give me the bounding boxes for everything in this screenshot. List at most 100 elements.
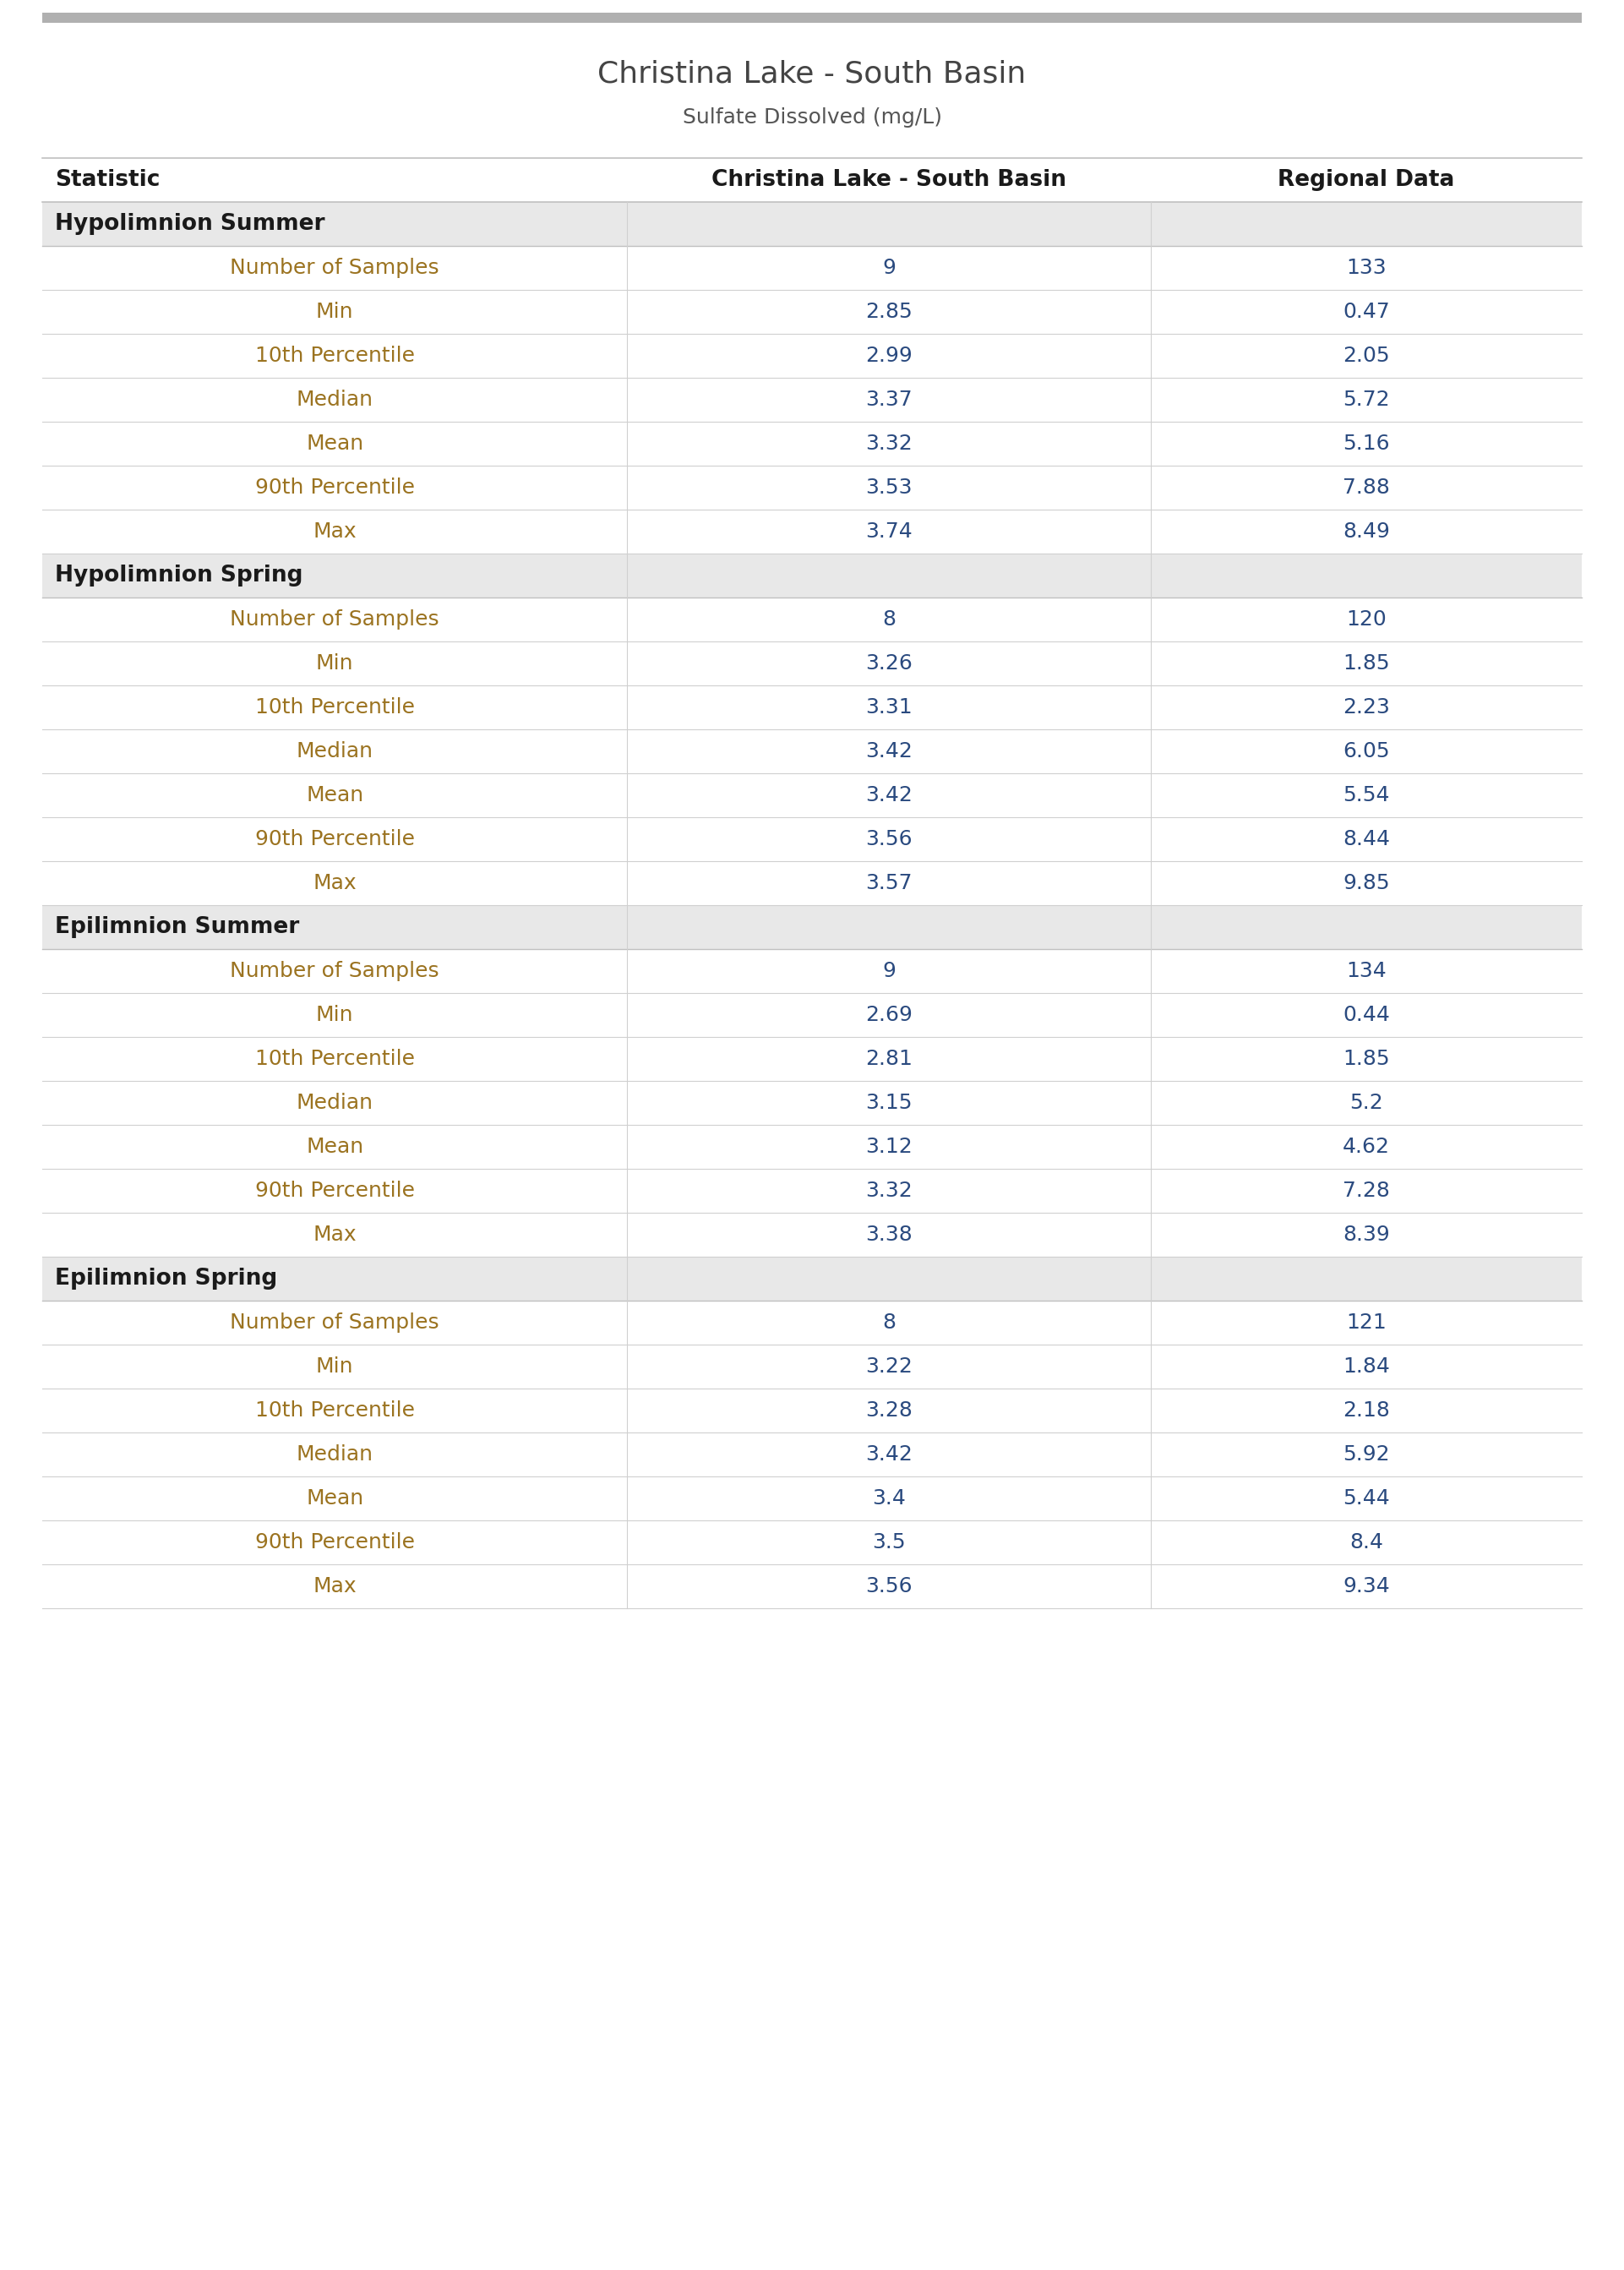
Text: 10th Percentile: 10th Percentile — [255, 697, 414, 717]
Text: 8: 8 — [882, 1312, 896, 1332]
Bar — [42, 291, 1582, 334]
Bar — [42, 729, 1582, 774]
Text: 7.88: 7.88 — [1343, 477, 1390, 497]
Text: 3.26: 3.26 — [866, 654, 913, 674]
Text: 5.54: 5.54 — [1343, 785, 1390, 806]
Text: Median: Median — [296, 1092, 374, 1112]
Bar — [42, 1037, 1582, 1081]
Bar — [42, 774, 1582, 817]
Text: 1.85: 1.85 — [1343, 1049, 1390, 1069]
Bar — [42, 817, 1582, 860]
Bar — [42, 23, 1582, 159]
Text: Mean: Mean — [305, 434, 364, 454]
Text: 5.2: 5.2 — [1350, 1092, 1384, 1112]
Text: 3.53: 3.53 — [866, 477, 913, 497]
Bar — [42, 992, 1582, 1037]
Text: 3.32: 3.32 — [866, 434, 913, 454]
Bar — [42, 422, 1582, 465]
Text: Number of Samples: Number of Samples — [231, 608, 440, 629]
Bar — [42, 1258, 1582, 1301]
Text: 1.84: 1.84 — [1343, 1357, 1390, 1376]
Text: 9: 9 — [882, 960, 896, 981]
Text: 3.56: 3.56 — [866, 829, 913, 849]
Text: 120: 120 — [1346, 608, 1387, 629]
Text: 90th Percentile: 90th Percentile — [255, 1180, 414, 1201]
Text: 10th Percentile: 10th Percentile — [255, 1049, 414, 1069]
Bar — [42, 1521, 1582, 1564]
Text: 3.4: 3.4 — [872, 1489, 906, 1510]
Text: Min: Min — [317, 654, 354, 674]
Bar — [42, 1476, 1582, 1521]
Text: 3.38: 3.38 — [866, 1224, 913, 1244]
Text: Number of Samples: Number of Samples — [231, 259, 440, 277]
Text: Max: Max — [313, 1224, 357, 1244]
Text: 3.37: 3.37 — [866, 390, 913, 411]
Bar — [42, 1126, 1582, 1169]
Bar — [42, 1169, 1582, 1212]
Text: Sulfate Dissolved (mg/L): Sulfate Dissolved (mg/L) — [682, 107, 942, 127]
Text: 1.85: 1.85 — [1343, 654, 1390, 674]
Text: Min: Min — [317, 1357, 354, 1376]
Text: Hypolimnion Summer: Hypolimnion Summer — [55, 213, 325, 234]
Text: 2.05: 2.05 — [1343, 345, 1390, 365]
Bar — [42, 860, 1582, 906]
Bar — [42, 686, 1582, 729]
Text: Number of Samples: Number of Samples — [231, 1312, 440, 1332]
Text: 9.85: 9.85 — [1343, 874, 1390, 894]
Text: 134: 134 — [1346, 960, 1387, 981]
Bar — [42, 245, 1582, 291]
Bar — [42, 597, 1582, 642]
Text: 5.44: 5.44 — [1343, 1489, 1390, 1510]
Text: 4.62: 4.62 — [1343, 1137, 1390, 1158]
Text: 5.16: 5.16 — [1343, 434, 1390, 454]
Text: 90th Percentile: 90th Percentile — [255, 829, 414, 849]
Text: Max: Max — [313, 522, 357, 543]
Text: 8.39: 8.39 — [1343, 1224, 1390, 1244]
Text: 10th Percentile: 10th Percentile — [255, 345, 414, 365]
Text: 8.49: 8.49 — [1343, 522, 1390, 543]
Text: 3.22: 3.22 — [866, 1357, 913, 1376]
Bar — [42, 1212, 1582, 1258]
Bar — [42, 554, 1582, 597]
Text: Christina Lake - South Basin: Christina Lake - South Basin — [598, 59, 1026, 89]
Text: 3.5: 3.5 — [872, 1532, 906, 1553]
Text: Median: Median — [296, 742, 374, 760]
Text: 3.32: 3.32 — [866, 1180, 913, 1201]
Text: Min: Min — [317, 302, 354, 322]
Text: Max: Max — [313, 1575, 357, 1596]
Text: 90th Percentile: 90th Percentile — [255, 477, 414, 497]
Text: 3.31: 3.31 — [866, 697, 913, 717]
Text: 3.12: 3.12 — [866, 1137, 913, 1158]
Text: Median: Median — [296, 1444, 374, 1464]
Text: 8.4: 8.4 — [1350, 1532, 1384, 1553]
Text: Statistic: Statistic — [55, 168, 161, 191]
Text: 8: 8 — [882, 608, 896, 629]
Text: 5.92: 5.92 — [1343, 1444, 1390, 1464]
Bar — [42, 334, 1582, 377]
Bar — [42, 949, 1582, 992]
Text: Christina Lake - South Basin: Christina Lake - South Basin — [711, 168, 1067, 191]
Text: Min: Min — [317, 1006, 354, 1026]
Text: 2.23: 2.23 — [1343, 697, 1390, 717]
Bar — [42, 14, 1582, 23]
Text: 8.44: 8.44 — [1343, 829, 1390, 849]
Text: Number of Samples: Number of Samples — [231, 960, 440, 981]
Text: 3.15: 3.15 — [866, 1092, 913, 1112]
Text: 9.34: 9.34 — [1343, 1575, 1390, 1596]
Bar — [42, 1081, 1582, 1126]
Bar — [42, 1389, 1582, 1432]
Bar — [42, 1564, 1582, 1607]
Text: 0.47: 0.47 — [1343, 302, 1390, 322]
Bar — [42, 508, 1582, 554]
Text: 6.05: 6.05 — [1343, 742, 1390, 760]
Text: 2.18: 2.18 — [1343, 1401, 1390, 1421]
Text: Epilimnion Spring: Epilimnion Spring — [55, 1267, 278, 1289]
Text: 3.42: 3.42 — [866, 785, 913, 806]
Text: 5.72: 5.72 — [1343, 390, 1390, 411]
Bar — [42, 159, 1582, 202]
Text: 133: 133 — [1346, 259, 1387, 277]
Bar — [42, 377, 1582, 422]
Bar — [42, 1301, 1582, 1344]
Bar — [42, 642, 1582, 686]
Bar — [42, 906, 1582, 949]
